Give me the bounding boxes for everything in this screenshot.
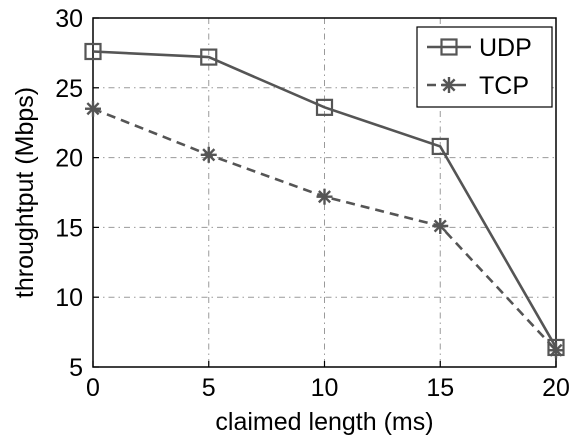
series-udp: [84, 42, 565, 357]
y-tick-label: 5: [69, 354, 83, 382]
data-point-udp: [315, 98, 334, 116]
data-point-tcp: [200, 146, 217, 163]
data-point-tcp: [85, 100, 101, 117]
x-tick-label: 0: [86, 374, 100, 402]
data-point-tcp: [316, 188, 333, 205]
x-tick-label: 10: [311, 374, 339, 402]
x-tick-label: 15: [426, 374, 454, 402]
data-point-udp: [200, 48, 218, 66]
y-tick-label: 30: [55, 5, 83, 33]
x-axis-label: claimed length (ms): [215, 408, 433, 436]
data-point-udp: [431, 137, 449, 156]
data-point-tcp: [548, 342, 564, 359]
legend-marker-tcp: [441, 77, 457, 93]
data-point-tcp: [432, 218, 449, 235]
y-tick-label: 10: [55, 284, 83, 312]
data-point-udp: [84, 42, 102, 61]
y-tick-label: 20: [55, 145, 83, 173]
series-layer: [84, 42, 565, 359]
legend-label-udp: UDP: [479, 34, 532, 62]
x-tick-label: 20: [542, 374, 570, 402]
series-line-udp: [92, 50, 558, 349]
y-tick-label: 15: [55, 214, 83, 242]
x-tick-label: 5: [202, 374, 216, 402]
series-tcp: [85, 100, 564, 359]
legend-label-tcp: TCP: [479, 72, 529, 100]
y-axis-label: throughtput (Mbps): [11, 87, 39, 298]
legend-box: [416, 26, 553, 108]
legend-marker-udp: [440, 38, 458, 56]
legend: UDP TCP: [416, 26, 553, 108]
y-tick-label: 25: [55, 75, 83, 103]
